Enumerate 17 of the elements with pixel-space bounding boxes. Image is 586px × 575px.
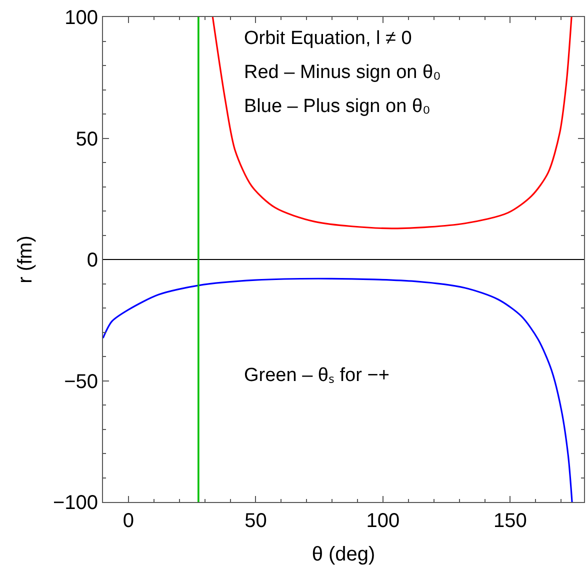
x-tick-label: 100 xyxy=(366,510,400,532)
annotation: Red – Minus sign on θ₀ xyxy=(244,62,441,83)
line-series xyxy=(103,278,573,502)
x-tick-label: 150 xyxy=(494,510,527,532)
x-tick-label: 0 xyxy=(122,510,134,532)
annotation: Green – θₛ for −+ xyxy=(244,365,390,386)
annotation: Orbit Equation, l ≠ 0 xyxy=(244,28,412,49)
y-tick-label: 100 xyxy=(64,7,98,29)
x-tick-label: 50 xyxy=(244,510,267,532)
y-tick-label: 0 xyxy=(86,250,98,272)
annotation: Blue – Plus sign on θ₀ xyxy=(244,96,430,117)
y-tick-label: −100 xyxy=(52,492,98,514)
y-tick-label: −50 xyxy=(64,370,98,393)
x-axis-title: θ (deg) xyxy=(312,544,376,566)
y-tick-label: 50 xyxy=(76,128,98,150)
y-axis-title: r (fm) xyxy=(14,236,36,284)
line-series xyxy=(212,17,572,230)
